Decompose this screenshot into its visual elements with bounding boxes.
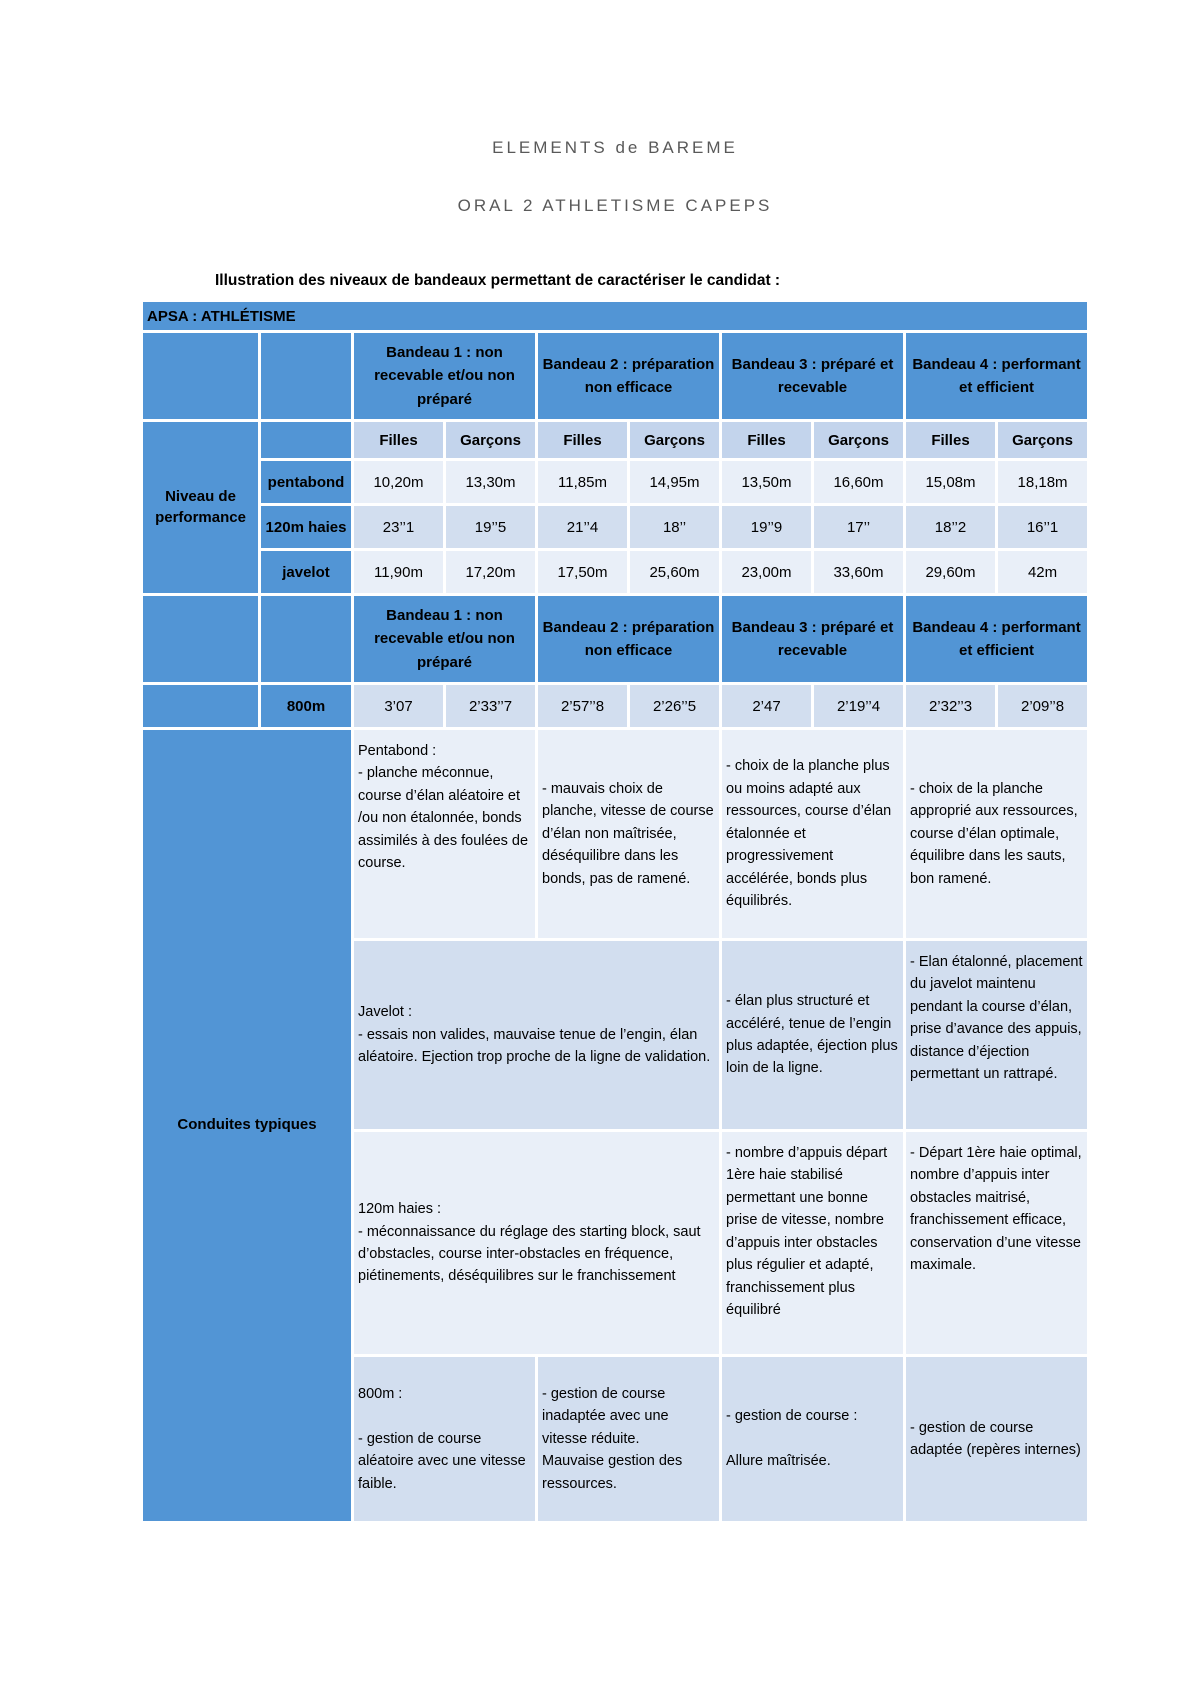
gender-header: Garçons: [811, 419, 906, 461]
doc-title-line1: ELEMENTS de BAREME: [492, 138, 738, 157]
conduites-800m-b1: 800m : - gestion de course aléatoire ave…: [351, 1354, 538, 1524]
gender-header: Garçons: [994, 419, 1091, 461]
haies-value: 21’’4: [535, 503, 630, 551]
conduites-800m-row: 800m : - gestion de course aléatoire ave…: [142, 1354, 1091, 1524]
conduites-haies-b4: - Départ 1ère haie optimal, nombre d’app…: [902, 1129, 1091, 1357]
javelot-value: 11,90m: [351, 548, 446, 596]
conduites-800m-b2: - gestion de course inadaptée avec une v…: [535, 1354, 722, 1524]
pentabond-value: 11,85m: [535, 458, 630, 506]
bareme-table: APSA : ATHLÉTISME Bandeau 1 : non receva…: [139, 299, 1091, 1524]
m800-value: 2’32’’3: [903, 682, 998, 730]
javelot-label: javelot: [258, 548, 354, 596]
conduites-haies-b3: - nombre d’appuis départ 1ère haie stabi…: [719, 1129, 906, 1357]
conduites-javelot-b4: - Elan étalonné, placement du javelot ma…: [902, 938, 1091, 1132]
apsa-header-row: APSA : ATHLÉTISME: [139, 299, 1091, 333]
conduites-pentabond-b4: - choix de la planche approprié aux ress…: [902, 727, 1091, 941]
bandeau-4-header-repeat: Bandeau 4 : performant et efficient: [902, 593, 1091, 685]
haies-row: 120m haies 23’’1 19’’5 21’’4 18’’ 19’’9 …: [142, 503, 1091, 551]
empty-cell: [258, 419, 354, 461]
m800-row: 800m 3’07 2’33’’7 2’57’’8 2’26’’5 2’47 2…: [140, 682, 1091, 730]
m800-value: 3’07: [351, 682, 446, 730]
pentabond-value: 14,95m: [627, 458, 722, 506]
conduites-haies-b1-b2: 120m haies : - méconnaissance du réglage…: [351, 1129, 722, 1357]
bandeau-4-header: Bandeau 4 : performant et efficient: [902, 330, 1091, 422]
empty-cell: [140, 682, 261, 730]
haies-label: 120m haies: [258, 503, 354, 551]
m800-value: 2’47: [719, 682, 814, 730]
gender-header: Garçons: [443, 419, 538, 461]
m800-label: 800m: [258, 682, 354, 730]
gender-header: Garçons: [627, 419, 722, 461]
conduites-800m-b3: - gestion de course : Allure maîtrisée.: [719, 1354, 906, 1524]
m800-value: 2’33’’7: [443, 682, 538, 730]
javelot-value: 42m: [994, 548, 1091, 596]
bandeau-3-header: Bandeau 3 : préparé et recevable: [719, 330, 906, 422]
pentabond-value: 16,60m: [811, 458, 906, 506]
pentabond-label: pentabond: [258, 458, 354, 506]
pentabond-value: 18,18m: [994, 458, 1091, 506]
gender-header-row: Niveau de performance Filles Garçons Fil…: [140, 419, 1091, 596]
bandeau-1-header-repeat: Bandeau 1 : non recevable et/ou non prép…: [351, 593, 538, 685]
conduites-800m-b4: - gestion de course adaptée (repères int…: [902, 1354, 1091, 1524]
m800-value: 2’19’’4: [811, 682, 906, 730]
haies-value: 18’’2: [903, 503, 998, 551]
haies-value: 16’’1: [994, 503, 1091, 551]
empty-cell: [140, 330, 261, 422]
pentabond-row: pentabond 10,20m 13,30m 11,85m 14,95m 13…: [142, 458, 1091, 506]
haies-value: 23’’1: [351, 503, 446, 551]
conduites-pentabond-b3: - choix de la planche plus ou moins adap…: [719, 727, 906, 941]
bandeau-header-row-2: Bandeau 1 : non recevable et/ou non prép…: [140, 593, 1091, 685]
conduites-label: Conduites typiques: [140, 727, 354, 1524]
m800-value: 2’57’’8: [535, 682, 630, 730]
gender-header: Filles: [719, 419, 814, 461]
empty-cell: [258, 330, 354, 422]
javelot-row: javelot 11,90m 17,20m 17,50m 25,60m 23,0…: [142, 548, 1091, 596]
conduites-haies-row: 120m haies : - méconnaissance du réglage…: [142, 1129, 1091, 1357]
gender-header: Filles: [351, 419, 446, 461]
gender-header: Filles: [535, 419, 630, 461]
apsa-header: APSA : ATHLÉTISME: [139, 299, 1091, 333]
conduites-pentabond-b1: Pentabond : - planche méconnue, course d…: [351, 727, 538, 941]
javelot-value: 25,60m: [627, 548, 722, 596]
javelot-value: 29,60m: [903, 548, 998, 596]
pentabond-value: 13,50m: [719, 458, 814, 506]
bandeau-3-header-repeat: Bandeau 3 : préparé et recevable: [719, 593, 906, 685]
haies-value: 19’’5: [443, 503, 538, 551]
bandeau-2-header-repeat: Bandeau 2 : préparation non efficace: [535, 593, 722, 685]
conduites-javelot-row: Javelot : - essais non valides, mauvaise…: [142, 938, 1091, 1132]
javelot-value: 17,20m: [443, 548, 538, 596]
pentabond-value: 13,30m: [443, 458, 538, 506]
gender-header: Filles: [903, 419, 998, 461]
javelot-value: 17,50m: [535, 548, 630, 596]
bandeau-1-header: Bandeau 1 : non recevable et/ou non prép…: [351, 330, 538, 422]
pentabond-value: 15,08m: [903, 458, 998, 506]
m800-value: 2’26’’5: [627, 682, 722, 730]
haies-value: 17’’: [811, 503, 906, 551]
bandeau-2-header: Bandeau 2 : préparation non efficace: [535, 330, 722, 422]
empty-cell: [258, 593, 354, 685]
haies-value: 18’’: [627, 503, 722, 551]
document-page: ELEMENTS de BAREME ORAL 2 ATHLETISME CAP…: [139, 0, 1091, 1524]
bandeau-header-row-1: Bandeau 1 : non recevable et/ou non prép…: [140, 330, 1091, 422]
javelot-value: 23,00m: [719, 548, 814, 596]
m800-value: 2’09’’8: [994, 682, 1091, 730]
conduites-javelot-b1-b2: Javelot : - essais non valides, mauvaise…: [351, 938, 722, 1132]
table-caption: Illustration des niveaux de bandeaux per…: [215, 272, 781, 289]
empty-cell: [140, 593, 261, 685]
haies-value: 19’’9: [719, 503, 814, 551]
pentabond-value: 10,20m: [351, 458, 446, 506]
javelot-value: 33,60m: [811, 548, 906, 596]
doc-title-line2: ORAL 2 ATHLETISME CAPEPS: [457, 196, 773, 215]
conduites-pentabond-b2: - mauvais choix de planche, vitesse de c…: [535, 727, 722, 941]
conduites-pentabond-row: Conduites typiques Pentabond : - planche…: [140, 727, 1091, 1524]
performance-label: Niveau de performance: [140, 419, 261, 596]
conduites-javelot-b3: - élan plus structuré et accéléré, tenue…: [719, 938, 906, 1132]
